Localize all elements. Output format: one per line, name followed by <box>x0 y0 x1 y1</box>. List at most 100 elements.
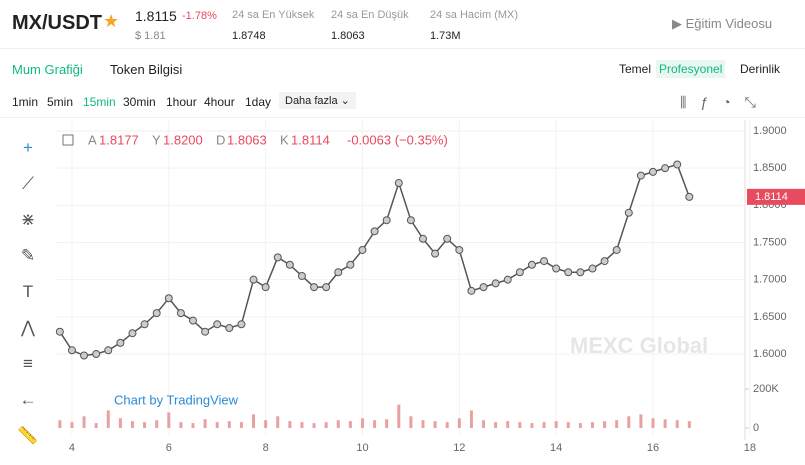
volume-bar <box>179 422 183 428</box>
volume-bar <box>264 420 268 428</box>
volume-bar <box>615 420 619 428</box>
price-point <box>649 167 657 176</box>
price-point <box>334 268 343 277</box>
price-point <box>431 249 440 258</box>
price-point <box>527 260 536 269</box>
volume-bar <box>94 423 98 428</box>
price-point <box>225 323 234 332</box>
price-point <box>515 268 524 277</box>
price-point <box>310 283 319 292</box>
volume-bar <box>130 421 134 428</box>
y2-tick-label: 200K <box>753 383 779 395</box>
volume-bar <box>433 421 437 428</box>
price-point <box>67 346 76 355</box>
price-point <box>249 275 258 284</box>
y-tick-label: 1.6000 <box>753 348 787 360</box>
price-point <box>661 164 670 173</box>
y-tick-label: 1.9000 <box>753 125 787 137</box>
price: 1.8115 <box>135 8 177 24</box>
y-tick-label: 1.7500 <box>753 236 787 248</box>
volume-bar <box>603 421 607 428</box>
volume-bar <box>542 422 546 428</box>
divider <box>0 117 805 118</box>
tab[interactable]: Token Bilgisi <box>110 62 183 77</box>
volume-bar <box>530 423 534 428</box>
change: -1.78% <box>182 10 217 22</box>
pair: MX/USDT <box>12 12 102 34</box>
volume-bar <box>482 420 486 428</box>
volume-bar <box>421 420 425 428</box>
x-tick-label: 8 <box>263 442 269 454</box>
tutorial-link[interactable]: ▶ Eğitim Videosu <box>672 16 773 31</box>
stat-value: 1.8748 <box>232 30 266 42</box>
volume-bar <box>651 418 655 428</box>
price-point <box>479 283 488 292</box>
volume-bar <box>385 419 389 428</box>
tab[interactable]: Mum Grafiği <box>12 62 83 77</box>
volume-bar <box>494 422 498 428</box>
volume-bar <box>469 410 473 428</box>
price-point <box>455 245 464 254</box>
price-point <box>443 234 452 243</box>
more-button[interactable]: Daha fazla ⌄ <box>279 92 356 109</box>
x-tick-label: 4 <box>69 442 75 454</box>
interval[interactable]: 1hour <box>166 95 197 109</box>
volume-bar <box>324 422 328 428</box>
interval[interactable]: 1min <box>12 95 39 109</box>
price-point <box>394 179 403 188</box>
price-point <box>540 257 549 266</box>
x-tick-label: 6 <box>166 442 172 454</box>
interval[interactable]: 4hour <box>204 95 235 109</box>
volume-bar <box>203 419 207 428</box>
volume-bar <box>348 421 352 428</box>
drawing-toolbar[interactable]: + ⟋ ⋇ ✎ T ⋀ ≡ ← 📏 <box>17 138 39 445</box>
price-point <box>685 192 694 201</box>
price-point <box>128 329 137 338</box>
price-point <box>419 234 427 243</box>
price-point <box>80 351 89 360</box>
interval[interactable]: 15min <box>83 95 116 109</box>
volume-bar <box>445 422 449 428</box>
volume-bar <box>143 422 147 428</box>
volume-bar <box>360 418 364 428</box>
y-tick-label: 1.6500 <box>753 311 787 323</box>
view-option[interactable]: Profesyonel <box>656 60 726 78</box>
volume-bar <box>639 414 643 428</box>
volume-bar <box>167 412 171 428</box>
chart-tools[interactable]: ⫼ƒ◔⤡ <box>680 94 770 110</box>
price-point <box>588 264 597 273</box>
volume-bar <box>590 422 594 428</box>
volume-bar <box>118 418 122 428</box>
price-point <box>576 268 585 277</box>
price-point <box>370 227 379 236</box>
interval[interactable]: 5min <box>47 95 74 109</box>
legend-value: 1.8200 <box>163 132 203 147</box>
price-point <box>213 320 222 329</box>
view-option[interactable]: Derinlik <box>740 62 781 76</box>
volume-bar <box>215 422 219 428</box>
price-tag-label: 1.8114 <box>755 191 788 203</box>
stat-value: 1.73M <box>430 30 461 42</box>
view-option[interactable]: Temel <box>619 62 652 76</box>
legend-key: A <box>88 132 97 147</box>
price-point <box>297 271 306 280</box>
volume-bar <box>82 416 86 428</box>
x-tick-label: 14 <box>550 442 562 454</box>
price-point <box>261 283 270 292</box>
price-point <box>552 264 561 273</box>
volume-bar <box>106 410 110 428</box>
favorite-star[interactable]: ★ <box>103 11 120 31</box>
volume-bar <box>506 421 510 428</box>
interval[interactable]: 1day <box>245 95 272 109</box>
legend-value: 1.8177 <box>99 132 139 147</box>
price-point <box>189 316 197 325</box>
x-tick-label: 18 <box>744 442 756 454</box>
stat-label: 24 sa Hacim (MX) <box>430 9 519 21</box>
y-tick-label: 1.8500 <box>753 162 787 174</box>
price-point <box>152 309 161 318</box>
x-tick-label: 12 <box>453 442 465 454</box>
price-point <box>491 279 500 288</box>
interval[interactable]: 30min <box>123 95 156 109</box>
volume-bar <box>288 421 292 428</box>
